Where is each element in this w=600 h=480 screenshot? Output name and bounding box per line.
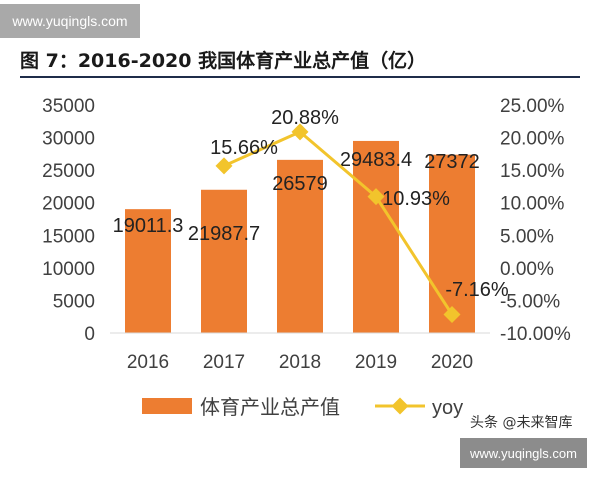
bar-data-label: 29483.4 [340, 149, 412, 171]
legend-swatch-bar [142, 398, 192, 414]
left-axis-tick-label: 5000 [53, 291, 95, 312]
right-axis-tick-label: -5.00% [500, 291, 560, 312]
legend-label-bar: 体育产业总产值 [200, 395, 340, 419]
right-axis-tick-label: -10.00% [500, 324, 571, 345]
watermark-bottom: www.yuqingls.com [460, 438, 587, 468]
bar-data-label: 26579 [272, 173, 328, 195]
left-axis-tick-label: 30000 [42, 129, 95, 150]
bar [277, 159, 323, 333]
left-axis-tick-label: 15000 [42, 226, 95, 247]
yoy-point [443, 306, 461, 323]
bar-data-label: 27372 [424, 151, 480, 173]
watermark-top: www.yuqingls.com [0, 4, 140, 38]
chart-title: 图 7：2016-2020 我国体育产业总产值（亿） [20, 50, 427, 72]
bar [353, 140, 399, 333]
left-axis-tick-label: 0 [84, 324, 95, 345]
right-axis-tick-label: 5.00% [500, 226, 554, 247]
right-axis-tick-label: 0.00% [500, 259, 554, 280]
right-axis-tick-label: 10.00% [500, 194, 565, 215]
yoy-point [367, 188, 385, 206]
left-axis-tick-label: 10000 [42, 259, 95, 280]
yoy-data-label: -7.16% [445, 279, 509, 301]
title-divider [20, 76, 580, 78]
left-axis-tick-label: 20000 [42, 194, 95, 215]
yoy-data-label: 15.66% [210, 137, 278, 159]
legend-label-line: yoy [432, 397, 463, 419]
bar [125, 209, 171, 333]
right-axis-tick-label: 15.00% [500, 161, 565, 182]
bar [429, 154, 475, 333]
right-axis-tick-label: 25.00% [500, 96, 565, 117]
bar-data-label: 21987.7 [188, 223, 260, 245]
x-axis-tick-label: 2018 [279, 352, 321, 373]
yoy-point [215, 157, 233, 175]
bar-data-label: 19011.3 [113, 215, 184, 237]
yoy-line [223, 130, 454, 316]
yoy-data-label: 10.93% [382, 188, 450, 210]
x-axis-tick-label: 2016 [127, 352, 169, 373]
x-axis-tick-label: 2020 [431, 352, 473, 373]
left-axis-tick-label: 35000 [42, 96, 95, 117]
legend-swatch-marker [391, 397, 409, 415]
left-axis-tick-label: 25000 [42, 161, 95, 182]
x-axis-tick-label: 2019 [355, 352, 397, 373]
yoy-data-label: 20.88% [271, 107, 339, 129]
bar [201, 189, 247, 333]
x-axis-tick-label: 2017 [203, 352, 245, 373]
right-axis-tick-label: 20.00% [500, 129, 565, 150]
credit-watermark: 头条 @未来智库 [470, 415, 573, 431]
